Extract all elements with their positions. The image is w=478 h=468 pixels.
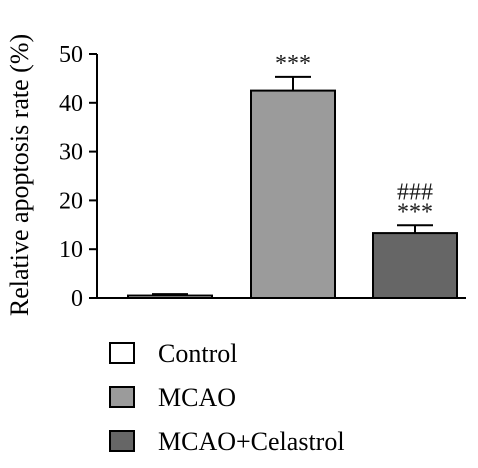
significance-label: *** <box>275 51 311 77</box>
y-tick-label: 50 <box>59 42 83 68</box>
bars: ******### <box>127 51 458 299</box>
y-tick-label: 40 <box>59 91 83 117</box>
y-tick-label: 0 <box>71 286 83 312</box>
bar-control <box>127 294 213 299</box>
legend-swatch <box>109 386 135 408</box>
significance-label: *** <box>397 199 433 225</box>
y-tick-label: 10 <box>59 237 83 263</box>
y-axis-title: Relative apoptosis rate (%) <box>5 34 34 316</box>
y-tick-label: 30 <box>59 140 83 166</box>
legend-swatch <box>109 342 135 364</box>
y-tick-label: 20 <box>59 188 83 214</box>
legend-label: Control <box>158 339 237 368</box>
legend-label: MCAO+Celastrol <box>158 427 345 456</box>
bar-mcao-celastrol <box>372 232 458 299</box>
legend-swatch <box>109 430 135 452</box>
legend: Control MCAO MCAO+Celastrol <box>109 339 345 456</box>
legend-label: MCAO <box>158 383 236 412</box>
bar-mcao <box>250 89 336 299</box>
significance-label: ### <box>397 179 433 205</box>
